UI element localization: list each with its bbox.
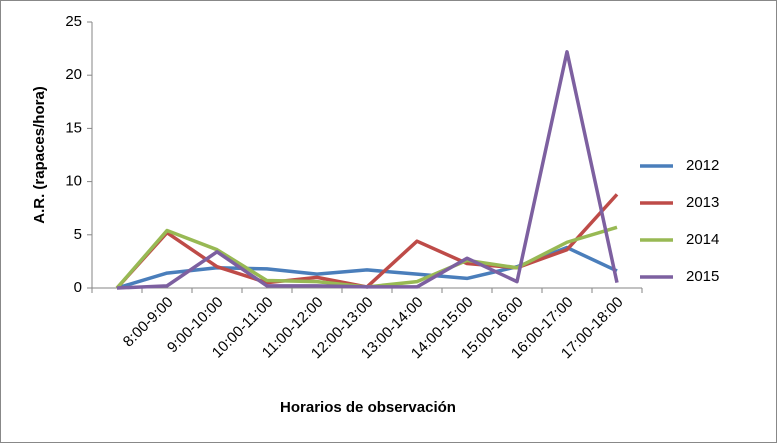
y-tick-label: 15 (65, 119, 82, 136)
y-tick-label: 10 (65, 173, 82, 190)
y-axis-title: A.R. (rapaces/hora) (31, 86, 48, 224)
y-tick-label: 25 (65, 13, 82, 30)
y-tick-label: 20 (65, 66, 82, 83)
legend-label: 2012 (686, 157, 719, 174)
line-series (116, 50, 619, 290)
legend-label: 2015 (686, 268, 719, 285)
y-tick-label: 0 (74, 279, 82, 296)
legend-label: 2014 (686, 231, 719, 248)
y-tick-label: 5 (74, 226, 82, 243)
x-axis-title: Horarios de observación (280, 399, 456, 416)
legend-label: 2013 (686, 194, 719, 211)
